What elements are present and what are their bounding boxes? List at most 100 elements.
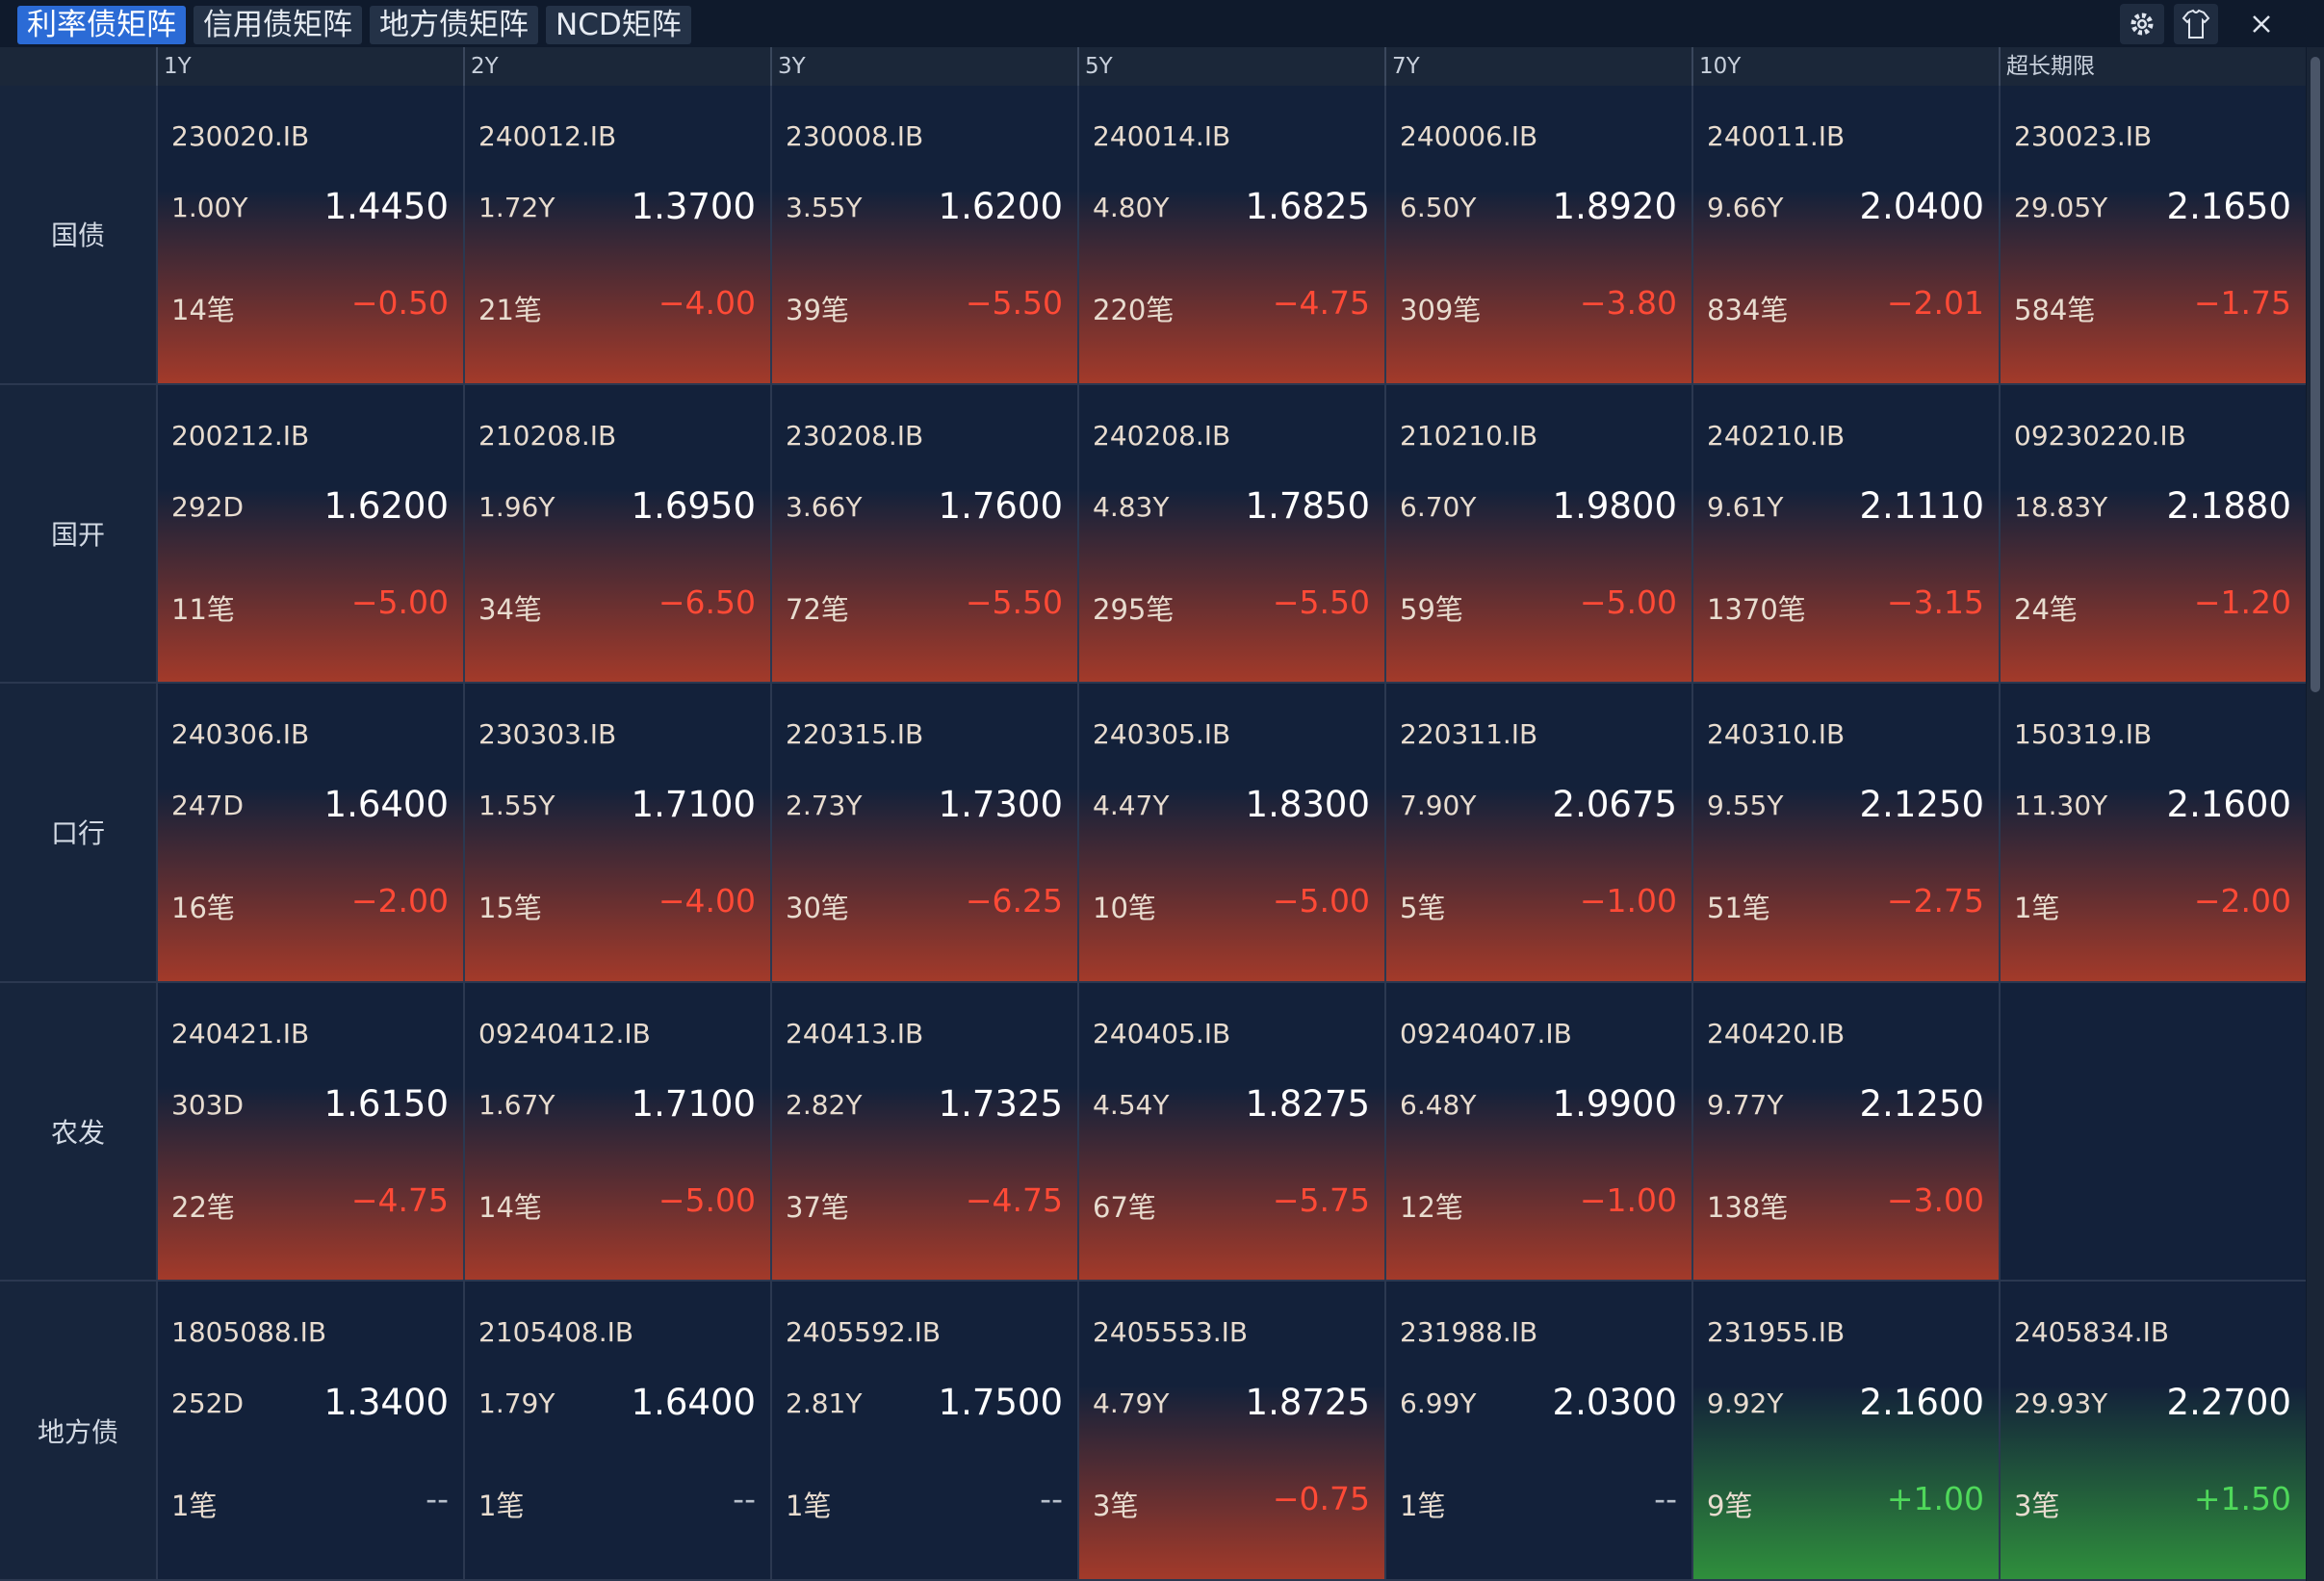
bond-cell	[1999, 982, 2306, 1283]
change-bp: --	[1654, 1480, 1677, 1518]
bond-cell[interactable]: 240310.IB 9.55Y 2.1250 51笔 −2.75	[1691, 684, 1999, 983]
change-bp: −5.00	[658, 1180, 756, 1219]
scrollbar-thumb[interactable]	[2311, 57, 2320, 692]
yield: 1.6150	[323, 1082, 449, 1125]
remaining-term: 1.72Y	[478, 192, 555, 223]
trade-count: 1370笔	[1707, 592, 1806, 626]
bond-cell[interactable]: 240011.IB 9.66Y 2.0400 834笔 −2.01	[1691, 86, 1999, 385]
bond-cell[interactable]: 231955.IB 9.92Y 2.1600 9笔 +1.00	[1691, 1282, 1999, 1581]
bond-code: 200212.IB	[171, 419, 310, 452]
bond-cell[interactable]: 220315.IB 2.73Y 1.7300 30笔 −6.25	[770, 684, 1077, 983]
remaining-term: 2.73Y	[786, 790, 863, 822]
bond-cell[interactable]: 220311.IB 7.90Y 2.0675 5笔 −1.00	[1384, 684, 1691, 983]
bond-code: 240011.IB	[1707, 120, 1846, 152]
bond-cell[interactable]: 2105408.IB 1.79Y 1.6400 1笔 --	[463, 1282, 770, 1581]
bond-cell[interactable]: 240006.IB 6.50Y 1.8920 309笔 −3.80	[1384, 86, 1691, 385]
bond-cell[interactable]: 240305.IB 4.47Y 1.8300 10笔 −5.00	[1077, 684, 1384, 983]
bond-cell[interactable]: 09230220.IB 18.83Y 2.1880 24笔 −1.20	[1999, 384, 2306, 685]
bond-cell[interactable]: 240420.IB 9.77Y 2.1250 138笔 −3.00	[1691, 982, 1999, 1283]
bond-code: 240421.IB	[171, 1017, 310, 1050]
column-header: 10Y	[1691, 47, 1999, 86]
change-bp: −2.00	[350, 882, 449, 920]
yield: 2.1250	[1859, 784, 1984, 826]
bond-code: 220311.IB	[1400, 718, 1538, 751]
bond-cell[interactable]: 240210.IB 9.61Y 2.1110 1370笔 −3.15	[1691, 384, 1999, 685]
remaining-term: 1.79Y	[478, 1387, 555, 1420]
bond-cell[interactable]: 240405.IB 4.54Y 1.8275 67笔 −5.75	[1077, 982, 1384, 1283]
trade-count: 1笔	[171, 1490, 218, 1523]
remaining-term: 9.77Y	[1707, 1088, 1784, 1121]
bond-code: 240006.IB	[1400, 120, 1538, 152]
close-button[interactable]	[2243, 8, 2280, 40]
row-label: 口行	[0, 684, 156, 983]
remaining-term: 1.00Y	[171, 192, 248, 223]
bond-cell[interactable]: 2405553.IB 4.79Y 1.8725 3笔 −0.75	[1077, 1282, 1384, 1581]
trade-count: 584笔	[2014, 294, 2096, 326]
row-label: 国开	[0, 384, 156, 685]
bond-cell[interactable]: 230020.IB 1.00Y 1.4450 14笔 −0.50	[156, 86, 463, 385]
bond-cell[interactable]: 230303.IB 1.55Y 1.7100 15笔 −4.00	[463, 684, 770, 983]
bond-cell[interactable]: 230023.IB 29.05Y 2.1650 584笔 −1.75	[1999, 86, 2306, 385]
bond-cell[interactable]: 240306.IB 247D 1.6400 16笔 −2.00	[156, 684, 463, 983]
bond-cell[interactable]: 200212.IB 292D 1.6200 11笔 −5.00	[156, 384, 463, 685]
bond-cell[interactable]: 240413.IB 2.82Y 1.7325 37笔 −4.75	[770, 982, 1077, 1283]
yield: 1.8725	[1245, 1382, 1370, 1424]
bond-cell[interactable]: 240012.IB 1.72Y 1.3700 21笔 −4.00	[463, 86, 770, 385]
change-bp: −4.75	[965, 1180, 1063, 1219]
bond-code: 2105408.IB	[478, 1316, 634, 1349]
bond-cell[interactable]: 210210.IB 6.70Y 1.9800 59笔 −5.00	[1384, 384, 1691, 685]
bond-cell[interactable]: 09240407.IB 6.48Y 1.9900 12笔 −1.00	[1384, 982, 1691, 1283]
remaining-term: 29.05Y	[2014, 192, 2108, 223]
remaining-term: 3.55Y	[786, 192, 863, 223]
tab[interactable]: 信用债矩阵	[194, 6, 362, 44]
bond-code: 09240412.IB	[478, 1017, 651, 1050]
trade-count: 10笔	[1093, 892, 1156, 925]
skin-button[interactable]	[2174, 4, 2218, 44]
bond-cell[interactable]: 2405834.IB 29.93Y 2.2700 3笔 +1.50	[1999, 1282, 2306, 1581]
change-bp: −4.00	[658, 284, 756, 322]
bond-cell[interactable]: 240421.IB 303D 1.6150 22笔 −4.75	[156, 982, 463, 1283]
change-bp: −6.50	[658, 583, 756, 621]
yield: 1.7100	[631, 1082, 756, 1125]
bond-cell[interactable]: 150319.IB 11.30Y 2.1600 1笔 −2.00	[1999, 684, 2306, 983]
settings-button[interactable]	[2120, 4, 2164, 44]
bond-cell[interactable]: 230208.IB 3.66Y 1.7600 72笔 −5.50	[770, 384, 1077, 685]
bond-code: 240405.IB	[1093, 1017, 1231, 1050]
tab[interactable]: 地方债矩阵	[370, 6, 538, 44]
bond-cell[interactable]: 230008.IB 3.55Y 1.6200 39笔 −5.50	[770, 86, 1077, 385]
yield: 1.9800	[1552, 484, 1677, 527]
yield: 2.1600	[1859, 1382, 1984, 1424]
trade-count: 14笔	[478, 1190, 542, 1224]
change-bp: −4.75	[350, 1180, 449, 1219]
bond-cell[interactable]: 240208.IB 4.83Y 1.7850 295笔 −5.50	[1077, 384, 1384, 685]
tab[interactable]: NCD矩阵	[546, 6, 691, 44]
change-bp: −5.50	[1272, 583, 1370, 621]
trade-count: 12笔	[1400, 1190, 1463, 1224]
bond-code: 210208.IB	[478, 419, 617, 452]
yield: 2.2700	[2166, 1382, 2291, 1424]
remaining-term: 6.50Y	[1400, 192, 1477, 223]
bond-cell[interactable]: 231988.IB 6.99Y 2.0300 1笔 --	[1384, 1282, 1691, 1581]
remaining-term: 9.61Y	[1707, 490, 1784, 523]
bond-code: 240413.IB	[786, 1017, 924, 1050]
trade-count: 1笔	[786, 1490, 832, 1523]
trade-count: 3笔	[2014, 1490, 2060, 1523]
bond-cell[interactable]: 1805088.IB 252D 1.3400 1笔 --	[156, 1282, 463, 1581]
bond-cell[interactable]: 240014.IB 4.80Y 1.6825 220笔 −4.75	[1077, 86, 1384, 385]
tab[interactable]: 利率债矩阵	[17, 6, 186, 44]
bond-cell[interactable]: 2405592.IB 2.81Y 1.7500 1笔 --	[770, 1282, 1077, 1581]
remaining-term: 292D	[171, 490, 245, 523]
yield: 1.7600	[938, 484, 1063, 527]
trade-count: 34笔	[478, 592, 542, 626]
bond-cell[interactable]: 09240412.IB 1.67Y 1.7100 14笔 −5.00	[463, 982, 770, 1283]
scrollbar[interactable]	[2307, 47, 2324, 1581]
change-bp: −5.50	[965, 583, 1063, 621]
change-bp: +1.50	[2193, 1480, 2291, 1518]
yield: 1.8300	[1245, 784, 1370, 826]
bond-cell[interactable]: 210208.IB 1.96Y 1.6950 34笔 −6.50	[463, 384, 770, 685]
bond-code: 240208.IB	[1093, 419, 1231, 452]
change-bp: −5.00	[350, 583, 449, 621]
trade-count: 67笔	[1093, 1190, 1156, 1224]
change-bp: −3.80	[1579, 284, 1677, 322]
